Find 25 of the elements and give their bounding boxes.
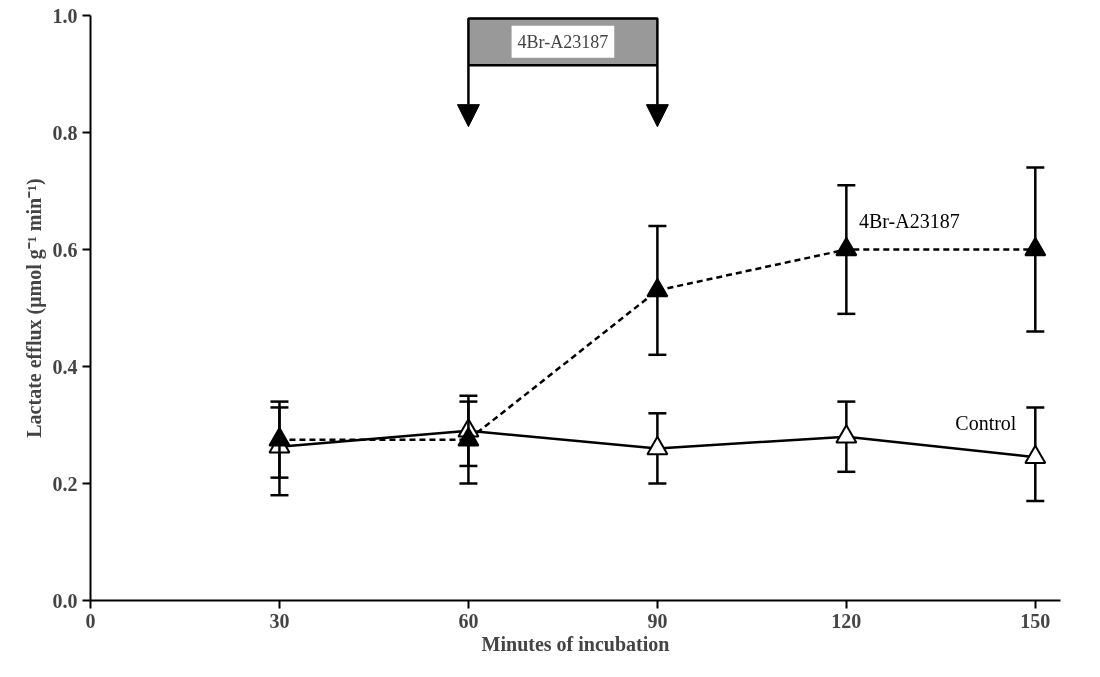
x-tick-label: 0 — [85, 609, 96, 632]
y-tick-label: 1.0 — [52, 4, 78, 27]
band-label: 4Br-A23187 — [517, 31, 609, 52]
point — [1024, 444, 1047, 464]
point — [646, 435, 669, 456]
y-tick-label: 0.6 — [52, 238, 78, 261]
point — [835, 424, 858, 444]
point — [268, 427, 291, 447]
series-label: Control — [955, 411, 1017, 434]
y-tick-label: 0.4 — [52, 355, 78, 378]
x-axis-title: Minutes of incubation — [481, 632, 670, 655]
x-tick-label: 90 — [647, 609, 668, 632]
point — [457, 427, 480, 447]
y-axis-title: Lactate efflux (μmol g⁻¹ min⁻¹) — [22, 178, 46, 438]
point — [646, 277, 669, 298]
point — [1024, 236, 1047, 257]
x-tick-label: 30 — [269, 609, 290, 632]
x-tick-label: 120 — [831, 609, 862, 632]
y-tick-label: 0.2 — [52, 472, 78, 495]
y-tick-label: 0.8 — [52, 121, 78, 144]
x-tick-label: 150 — [1020, 609, 1051, 632]
series-label: 4Br-A23187 — [858, 209, 960, 232]
point — [835, 236, 858, 257]
y-tick-label: 0.0 — [52, 589, 78, 612]
x-tick-label: 60 — [458, 609, 479, 632]
